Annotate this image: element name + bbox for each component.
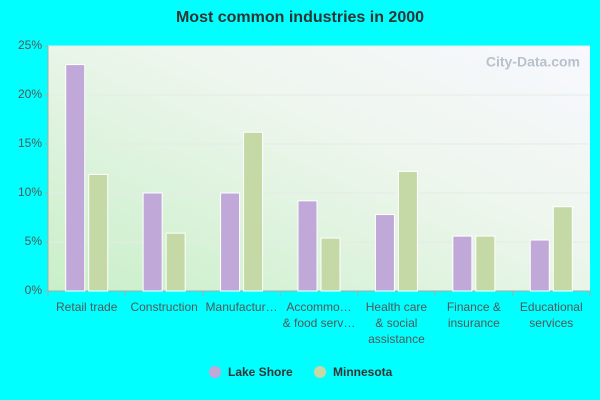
- y-tick-label: 25%: [18, 38, 42, 52]
- y-tick-label: 5%: [25, 234, 43, 248]
- x-tick-label: Retail trade: [56, 300, 118, 314]
- y-tick-label: 20%: [18, 87, 42, 101]
- legend-marker: [314, 366, 326, 378]
- y-tick-label: 15%: [18, 136, 42, 150]
- bar: [397, 170, 418, 292]
- x-tick-label: Educational services: [519, 300, 583, 330]
- x-tick-label: Construction: [130, 300, 198, 314]
- y-tick-label: 10%: [18, 185, 42, 199]
- bar: [320, 237, 341, 292]
- bar: [475, 235, 496, 292]
- watermark: City-Data.com: [486, 54, 580, 70]
- bar: [243, 131, 264, 292]
- bar: [297, 200, 318, 292]
- chart-title: Most common industries in 2000: [176, 9, 424, 26]
- bar: [165, 232, 186, 292]
- x-tick-label: Manufactur…: [205, 300, 278, 314]
- bar: [529, 239, 550, 292]
- bar: [452, 235, 473, 292]
- bar: [65, 64, 86, 292]
- legend-label: Lake Shore: [228, 365, 293, 379]
- bar: [552, 206, 573, 292]
- x-tick-label: Health care & social assistance: [365, 300, 428, 346]
- legend-marker: [209, 366, 221, 378]
- bar: [374, 214, 395, 292]
- x-tick-label: Accommo… & food serv…: [282, 300, 356, 330]
- y-tick-label: 0%: [25, 283, 43, 297]
- bar: [142, 192, 163, 292]
- bar: [88, 173, 109, 292]
- legend-label: Minnesota: [333, 365, 393, 379]
- bar: [220, 192, 241, 292]
- x-tick-label: Finance & insurance: [446, 300, 501, 330]
- plot-area: [48, 46, 590, 291]
